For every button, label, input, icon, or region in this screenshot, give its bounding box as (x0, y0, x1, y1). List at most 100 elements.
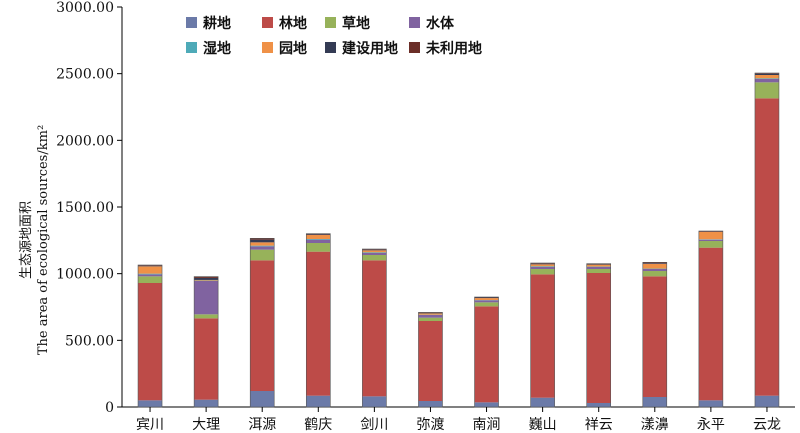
bar-segment (138, 273, 163, 275)
bar-segment (586, 267, 611, 269)
bar-stack (249, 238, 275, 408)
y-axis-title: 生态源地面积 The area of ecological sources/km… (19, 125, 51, 355)
bar-segment (138, 265, 163, 266)
bar-segment (138, 265, 163, 267)
legend-label: 建设用地 (342, 40, 398, 57)
bar-segment (754, 82, 779, 99)
legend-swatch (262, 17, 273, 28)
bar-stack (586, 263, 612, 408)
bar-segment (418, 317, 443, 321)
legend-swatch (186, 42, 197, 53)
bar-segment (642, 397, 667, 407)
bar-stack (474, 296, 499, 408)
bar-segment (418, 401, 443, 407)
axes (121, 7, 795, 408)
bar-segment (306, 234, 331, 235)
x-ticks: 宾川 大理 洱源 鹤庆 剑川 弥渡 南涧 巍山 祥云 漾濞 永平 云龙 (136, 407, 781, 433)
bar-segment (586, 403, 611, 407)
bar-segment (194, 279, 219, 281)
bar-stack (137, 264, 163, 408)
bar-segment (362, 260, 387, 397)
bar-segment (418, 315, 443, 318)
bar-segment (250, 391, 275, 407)
bar-segment (194, 399, 219, 407)
legend-swatch (409, 42, 420, 53)
bar-segment (474, 306, 499, 403)
bar-segment (362, 253, 387, 255)
bar-segment (754, 98, 779, 396)
legend-swatch (325, 17, 336, 28)
bar-segment (754, 79, 779, 83)
legend-label: 园地 (279, 40, 307, 57)
bar-segment (194, 318, 219, 400)
bar-segment (698, 231, 723, 240)
bar-segment (138, 274, 163, 277)
bar-segment (362, 249, 387, 250)
bar-segment (586, 263, 611, 265)
y-tick-label: 2000.00 (56, 133, 114, 149)
bar-segment (250, 246, 275, 250)
bar-segment (306, 235, 331, 239)
legend-swatch (262, 42, 273, 53)
bar-segment (530, 274, 555, 398)
legend-swatch (186, 17, 197, 28)
bar-segment (250, 260, 275, 391)
bar-segment (754, 73, 779, 74)
bar-segment (530, 397, 555, 407)
bar-segment (530, 267, 555, 269)
bar-segment (306, 243, 331, 252)
bar-segment (642, 276, 667, 397)
x-tick-label: 永平 (697, 417, 725, 433)
bar-segment (138, 266, 163, 274)
bar-segment (138, 400, 163, 407)
bar-segment (362, 249, 387, 251)
bar-segment (530, 264, 555, 267)
legend-label: 湿地 (203, 40, 231, 57)
bar-segment (362, 252, 387, 253)
bar-segment (250, 238, 275, 240)
bar-segment (418, 313, 443, 315)
legend-item: 园地 (262, 40, 307, 57)
legend-item: 草地 (325, 15, 370, 32)
bar-segment (642, 271, 667, 277)
bar-segment (474, 402, 499, 407)
bar-segment (586, 273, 611, 403)
legend-swatch (325, 42, 336, 53)
bar-segment (642, 263, 667, 269)
y-ticks: 0 500.00 1000.00 1500.00 2000.00 2500.00 3000.… (56, 0, 122, 416)
bar-segment (586, 264, 611, 267)
bar-segment (474, 302, 499, 307)
bar-segment (530, 263, 555, 264)
bar-stack (362, 248, 387, 408)
x-tick-label: 云龙 (753, 417, 781, 433)
bar-stack (754, 72, 780, 408)
bar-segment (306, 239, 331, 240)
y-tick-label: 2500.00 (56, 67, 114, 83)
bar-segment (474, 297, 499, 299)
x-tick-label: 宾川 (136, 417, 164, 433)
bars (137, 72, 780, 408)
bar-segment (642, 262, 667, 264)
bar-segment (306, 239, 331, 243)
bar-stack (193, 276, 219, 408)
legend-item: 湿地 (186, 40, 231, 57)
bar-segment (194, 314, 219, 319)
bar-segment (306, 233, 331, 235)
bar-segment (138, 283, 163, 401)
y-tick-label: 1500.00 (56, 200, 114, 216)
bar-segment (530, 263, 555, 265)
y-tick-label: 3000.00 (56, 0, 114, 16)
legend-label: 林地 (279, 15, 307, 32)
bar-segment (250, 242, 275, 246)
bar-segment (194, 276, 219, 278)
bar-segment (194, 277, 219, 280)
legend-label: 水体 (426, 15, 455, 32)
bar-stack (642, 262, 668, 408)
x-tick-label: 洱源 (248, 417, 276, 433)
bar-segment (418, 321, 443, 401)
bar-segment (138, 276, 163, 283)
legend-item: 耕地 (186, 15, 231, 32)
legend-item: 建设用地 (325, 40, 398, 57)
